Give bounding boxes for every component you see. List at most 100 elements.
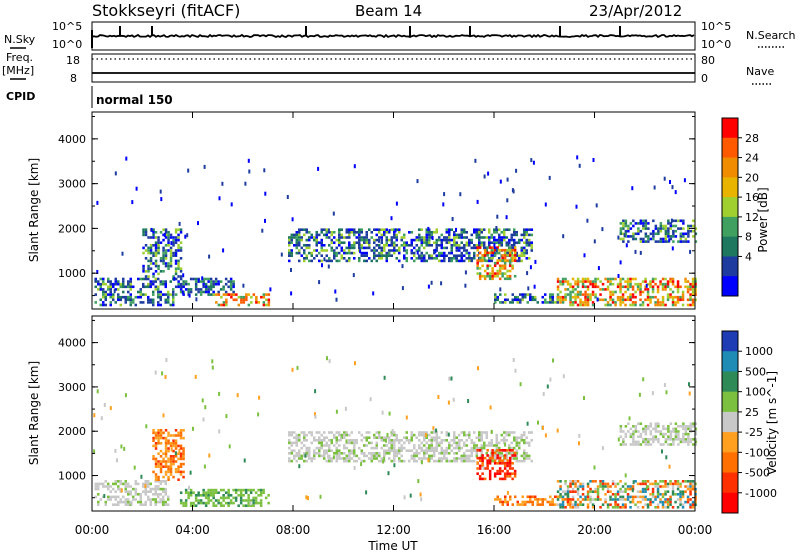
echo-cell [609, 298, 612, 302]
echo-cell [227, 488, 230, 492]
echo-cell [455, 246, 458, 250]
echo-cell [509, 495, 512, 499]
echo-cell [378, 236, 381, 239]
echo-cell [656, 301, 660, 304]
echo-cell [413, 246, 416, 250]
echo-cell [164, 470, 168, 474]
echo-cell [305, 246, 308, 250]
echo-cell [525, 257, 528, 260]
echo-cell [674, 219, 678, 223]
echo-cell [96, 389, 99, 394]
echo-cell [345, 236, 348, 239]
echo-cell [375, 244, 378, 247]
echo-cell [435, 439, 438, 442]
echo-cell [692, 438, 695, 441]
echo-cell [425, 452, 428, 455]
echo-cell [463, 236, 466, 239]
echo-cell [104, 295, 107, 299]
echo-cell [687, 425, 690, 428]
echo-cell [453, 231, 456, 234]
echo-cell [173, 276, 176, 281]
echo-cell [511, 254, 514, 257]
echo-cell [458, 457, 461, 460]
echo-cell [363, 238, 366, 242]
echo-cell [595, 203, 598, 208]
echo-cell [485, 436, 488, 439]
echo-cell [413, 444, 416, 447]
echo-cell [524, 500, 527, 504]
echo-cell [642, 440, 645, 444]
echo-cell [493, 451, 497, 455]
echo-cell [450, 249, 453, 252]
echo-cell [496, 246, 499, 249]
echo-cell [162, 460, 165, 463]
echo-cell [611, 298, 615, 302]
echo-cell [523, 249, 526, 252]
echo-cell [691, 282, 695, 286]
echo-cell [455, 233, 458, 237]
echo-cell [187, 282, 190, 286]
echo-cell [310, 459, 313, 463]
echo-cell [475, 454, 478, 458]
echo-cell [174, 285, 178, 289]
echo-cell [428, 238, 431, 242]
echo-cell [644, 227, 648, 230]
echo-cell [566, 493, 570, 496]
echo-cell [661, 495, 665, 499]
echo-cell [368, 246, 371, 250]
echo-cell [114, 482, 117, 486]
echo-cell [614, 495, 617, 499]
echo-cell [390, 449, 393, 452]
echo-cell [691, 487, 695, 491]
echo-cell [649, 295, 652, 299]
echo-cell [691, 280, 695, 283]
echo-cell [330, 259, 333, 263]
echo-cell [569, 482, 572, 486]
echo-cell [478, 256, 482, 260]
echo-cell [162, 249, 165, 252]
echo-cell [619, 425, 623, 428]
echo-cell [581, 301, 585, 304]
echo-cell [102, 290, 105, 294]
echo-cell [305, 439, 308, 442]
echo-cell [365, 251, 368, 255]
echo-cell [666, 282, 670, 286]
echo-cell [571, 506, 575, 509]
echo-cell [649, 493, 652, 496]
echo-cell [523, 254, 526, 257]
echo-cell [574, 500, 577, 504]
echo-cell [606, 485, 610, 488]
echo-cell [679, 237, 683, 241]
echo-cell [674, 438, 678, 441]
echo-cell [692, 235, 695, 238]
echo-cell [691, 503, 695, 506]
echo-cell [569, 295, 572, 299]
echo-cell [403, 254, 406, 257]
echo-cell [393, 433, 396, 437]
echo-cell [393, 431, 396, 434]
echo-cell [179, 455, 183, 458]
echo-cell [154, 280, 157, 283]
echo-cell [348, 249, 351, 252]
x-tick-label: 00:00 [678, 523, 713, 537]
echo-cell [398, 449, 401, 452]
echo-cell [179, 228, 183, 231]
echo-cell [498, 241, 501, 244]
echo-cell [659, 301, 662, 304]
echo-cell [651, 482, 655, 486]
echo-cell [682, 435, 685, 438]
echo-cell [503, 475, 507, 478]
echo-cell [470, 259, 473, 263]
echo-cell [330, 233, 333, 237]
echo-cell [579, 482, 582, 486]
echo-cell [174, 444, 178, 448]
echo-cell [478, 467, 482, 470]
echo-cell [152, 275, 155, 278]
echo-cell [465, 236, 468, 239]
echo-cell [576, 293, 580, 296]
echo-cell [172, 449, 175, 453]
echo-cell [448, 251, 451, 255]
echo-cell [669, 277, 672, 281]
echo-cell [516, 301, 519, 304]
